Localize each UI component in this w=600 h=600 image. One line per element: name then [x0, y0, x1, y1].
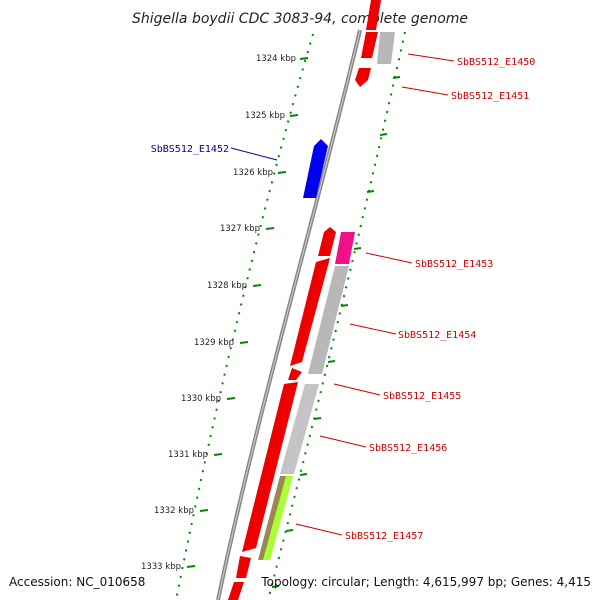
label-leaders	[230, 53, 455, 536]
tick-label: 1332 kbp	[154, 506, 194, 516]
tick-label: 1327 kbp	[220, 224, 260, 234]
tick-label: 1333 kbp	[141, 562, 181, 572]
gene-arrow[interactable]	[288, 368, 302, 380]
gene-label[interactable]: SbBS512_E1450	[457, 57, 535, 68]
gene-label[interactable]: SbBS512_E1455	[383, 391, 461, 402]
tick-label: 1326 kbp	[233, 168, 273, 178]
gene-arrow[interactable]	[236, 556, 251, 578]
gene-arrow[interactable]	[318, 227, 336, 256]
gene-arrow[interactable]	[242, 382, 298, 552]
gene-label[interactable]: SbBS512_E1454	[398, 330, 476, 341]
tick-label: 1324 kbp	[256, 54, 296, 64]
gene-label[interactable]: SbBS512_E1452	[151, 144, 229, 155]
gene-arrow[interactable]	[366, 0, 381, 30]
tick-label: 1325 kbp	[245, 111, 285, 121]
outer-tick-ring	[267, 31, 406, 600]
gene-arrow[interactable]	[228, 582, 244, 600]
gene-label[interactable]: SbBS512_E1457	[345, 531, 423, 542]
outer-ring-ticks	[271, 76, 401, 588]
tick-label: 1331 kbp	[168, 450, 208, 460]
backbone-highlight	[217, 29, 361, 600]
topology-text: Topology: circular; Length: 4,615,997 bp…	[260, 575, 591, 589]
reverse-gene-arrow[interactable]	[303, 139, 328, 198]
gene-label[interactable]: SbBS512_E1451	[451, 91, 529, 102]
gene-label[interactable]: SbBS512_E1453	[415, 259, 493, 270]
tick-label: 1330 kbp	[181, 394, 221, 404]
pseudogene-block[interactable]	[377, 32, 395, 64]
gene-arrow[interactable]	[290, 258, 330, 366]
gene-arrow[interactable]	[361, 32, 378, 58]
pseudogene-block[interactable]	[308, 266, 349, 374]
accession-text: Accession: NC_010658	[9, 575, 145, 589]
gene-label[interactable]: SbBS512_E1456	[369, 443, 447, 454]
gene-arrow-magenta[interactable]	[335, 232, 355, 264]
gene-arrow-lime[interactable]	[263, 476, 293, 560]
pseudogene-block[interactable]	[280, 384, 319, 474]
tick-label: 1328 kbp	[207, 281, 247, 291]
kbp-ticks	[186, 57, 309, 568]
tick-label: 1329 kbp	[194, 338, 234, 348]
map-title: Shigella boydii CDC 3083-94, complete ge…	[132, 11, 468, 27]
gene-arrow[interactable]	[355, 68, 371, 87]
gene-features	[228, 0, 395, 600]
